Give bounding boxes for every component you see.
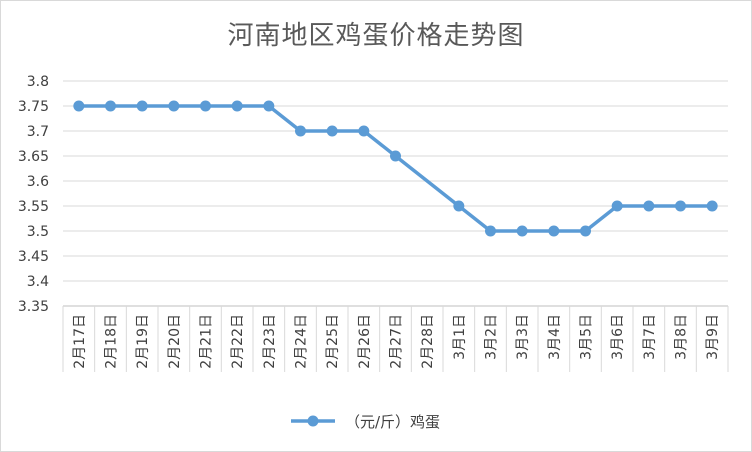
data-point xyxy=(390,150,401,162)
x-tick-label: 2月28日 xyxy=(420,314,436,369)
series-layer xyxy=(73,100,718,237)
x-tick-label: 3月5日 xyxy=(579,314,595,360)
y-tick-label: 3.7 xyxy=(27,124,49,140)
data-point xyxy=(326,125,338,137)
axes xyxy=(62,305,729,372)
y-tick-label: 3.75 xyxy=(18,99,49,115)
data-point xyxy=(580,225,591,237)
data-point xyxy=(105,100,116,112)
series-line xyxy=(77,104,714,233)
x-tick-label: 3月8日 xyxy=(674,314,690,360)
data-point xyxy=(200,100,211,112)
data-point xyxy=(168,100,180,112)
x-axis-ticks: 2月17日 2月18日 2月19日 2月20日 2月21日 2月22日 2月23日 2月24日… xyxy=(72,314,721,369)
data-point xyxy=(453,200,465,212)
data-point xyxy=(643,200,655,212)
chart-title: 河南地区鸡蛋价格走势图 xyxy=(227,21,525,51)
legend: （元/斤）鸡蛋 xyxy=(291,413,440,431)
data-point xyxy=(675,200,686,212)
x-tick-label: 3月4日 xyxy=(547,314,563,360)
y-tick-label: 3.8 xyxy=(27,74,49,90)
x-tick-label: 2月18日 xyxy=(104,314,120,369)
x-tick-label: 2月24日 xyxy=(294,314,310,369)
data-point xyxy=(516,225,528,237)
x-tick-label: 2月17日 xyxy=(72,314,88,369)
data-point xyxy=(611,200,623,212)
y-tick-label: 3.6 xyxy=(27,174,49,190)
data-point xyxy=(548,225,560,237)
y-tick-label: 3.65 xyxy=(18,149,49,165)
y-tick-label: 3.5 xyxy=(27,224,49,240)
y-axis-ticks: 3.35 3.4 3.45 3.5 3.55 3.6 3.65 3.7 3.75 3.8 xyxy=(18,74,49,315)
x-tick-label: 2月21日 xyxy=(199,314,215,369)
x-tick-label: 2月22日 xyxy=(230,314,246,369)
y-tick-label: 3.55 xyxy=(18,199,49,215)
data-point xyxy=(485,225,496,237)
y-tick-label: 3.45 xyxy=(18,249,49,265)
x-tick-label: 2月23日 xyxy=(262,314,278,369)
data-point xyxy=(263,100,275,112)
legend-marker xyxy=(307,415,319,427)
data-point xyxy=(136,100,148,112)
x-tick-label: 3月7日 xyxy=(642,314,658,360)
data-point xyxy=(358,125,370,137)
y-tick-label: 3.35 xyxy=(18,299,49,315)
x-tick-label: 3月2日 xyxy=(484,314,500,360)
y-tick-label: 3.4 xyxy=(27,274,49,290)
x-tick-label: 3月9日 xyxy=(705,314,721,360)
x-tick-label: 2月27日 xyxy=(389,314,405,369)
legend-label: （元/斤）鸡蛋 xyxy=(345,413,440,431)
x-tick-label: 2月25日 xyxy=(325,314,341,369)
x-tick-label: 3月6日 xyxy=(610,314,626,360)
x-tick-label: 2月26日 xyxy=(357,314,373,369)
data-point xyxy=(706,200,718,212)
data-point xyxy=(73,100,85,112)
data-point xyxy=(231,100,243,112)
x-tick-label: 3月3日 xyxy=(515,314,531,360)
x-tick-label: 2月20日 xyxy=(167,314,183,369)
x-tick-label: 2月19日 xyxy=(135,314,151,369)
grid-lines xyxy=(63,80,728,282)
x-tick-label: 3月1日 xyxy=(452,314,468,360)
data-point xyxy=(295,125,306,137)
